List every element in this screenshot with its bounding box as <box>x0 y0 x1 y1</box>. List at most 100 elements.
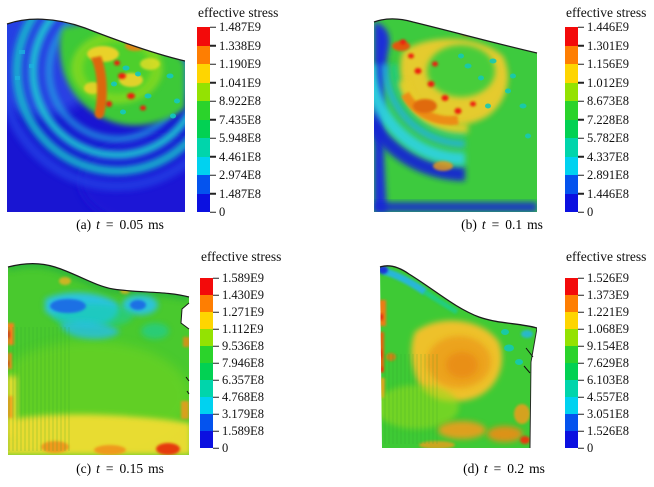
tick-mark <box>578 277 584 279</box>
colorbar-segment <box>565 175 578 194</box>
contour-field-b <box>373 18 538 212</box>
colorbar-tick: 1.526E8 <box>578 425 629 438</box>
caption-value: 0.15 <box>119 461 144 476</box>
colorbar-tick: 1.446E8 <box>578 187 629 200</box>
colorbar-tick-label: 1.271E9 <box>222 304 265 319</box>
tick-mark <box>578 345 584 347</box>
panel-caption-c: (c) t = 0.15 ms <box>40 461 200 477</box>
colorbar-tick: 7.435E8 <box>210 113 261 126</box>
tick-mark <box>213 430 219 432</box>
tick-mark <box>210 63 216 65</box>
workpiece-top-surface-b <box>373 18 538 54</box>
colorbar-tick-label: 4.557E8 <box>587 389 630 404</box>
tick-mark <box>578 81 584 84</box>
colorbar-segment <box>197 64 210 83</box>
caption-value: 0.05 <box>119 217 144 232</box>
colorbar-tick: 2.974E8 <box>210 169 261 182</box>
colorbar-segment <box>565 119 578 138</box>
legend-d: effective stress 1.526E9 1.373E9 1.221E9 1.… <box>564 249 647 454</box>
colorbar-tick: 7.228E8 <box>578 113 629 126</box>
panel-caption-a: (a) t = 0.05 ms <box>40 217 200 233</box>
caption-value: 0.2 <box>507 461 525 476</box>
colorbar-tick-label: 7.629E8 <box>587 355 630 370</box>
colorbar-tick: 1.430E9 <box>213 289 264 302</box>
colorbar-segment <box>200 380 213 397</box>
colorbar-tick: 4.337E8 <box>578 150 629 163</box>
colorbar-segment <box>197 138 210 157</box>
tick-mark <box>578 118 584 121</box>
edge-cracks-c <box>185 376 190 395</box>
colorbar-tick: 8.673E8 <box>578 95 629 108</box>
tick-mark <box>578 63 584 65</box>
colorbar-segment <box>197 119 210 138</box>
tick-mark <box>578 311 584 313</box>
colorbar-tick-label: 1.068E9 <box>587 321 630 336</box>
workpiece-right-edge-d <box>529 327 537 449</box>
colorbar-tick: 1.041E9 <box>210 76 261 89</box>
colorbar-tick: 0 <box>213 442 228 455</box>
colorbar-tick-label: 1.487E9 <box>219 19 262 34</box>
colorbar-tick-label: 1.430E9 <box>222 287 265 302</box>
colorbar-tick: 0 <box>578 442 593 455</box>
tick-mark <box>578 430 584 432</box>
colorbar-tick-label: 1.589E9 <box>222 270 265 285</box>
colorbar-tick-label: 1.526E8 <box>587 423 630 438</box>
caption-unit: ms <box>148 217 164 232</box>
colorbar-segment <box>200 329 213 346</box>
colorbar-segment <box>565 397 578 414</box>
colorbar-tick: 8.922E8 <box>210 95 261 108</box>
tick-mark <box>210 174 216 176</box>
tick-mark <box>213 294 219 296</box>
tick-mark <box>578 447 584 449</box>
colorbar-tick-label: 1.446E8 <box>587 186 630 201</box>
hatch-texture-c <box>8 327 70 451</box>
tick-mark <box>213 277 219 279</box>
colorbar-tick-label: 1.156E9 <box>587 56 630 71</box>
colorbar-tick-label: 2.891E8 <box>587 167 630 182</box>
colorbar-tick: 1.589E9 <box>213 272 264 285</box>
colorbar-tick: 4.557E8 <box>578 391 629 404</box>
tick-mark <box>578 328 584 330</box>
caption-variable: t <box>483 461 488 476</box>
contour-field-a <box>6 18 185 212</box>
caption-label: (a) <box>76 217 92 232</box>
colorbar-tick: 1.373E9 <box>578 289 629 302</box>
tick-mark <box>578 413 584 415</box>
tick-mark <box>578 192 584 195</box>
colorbar-tick: 4.768E8 <box>213 391 264 404</box>
tick-mark <box>213 345 219 347</box>
colorbar-segment <box>200 346 213 363</box>
colorbar-segment <box>197 27 210 46</box>
colorbar-tick-label: 1.301E9 <box>587 38 630 53</box>
caption-unit: ms <box>529 461 545 476</box>
tick-mark <box>578 137 584 139</box>
contour-plot-d <box>377 262 537 450</box>
tick-mark <box>578 100 584 102</box>
tick-mark <box>210 26 216 28</box>
tick-mark <box>210 44 216 47</box>
tick-mark <box>213 362 219 364</box>
colorbar-tick: 4.461E8 <box>210 150 261 163</box>
workpiece-top-surface-d <box>379 265 537 329</box>
colorbar-segment <box>565 295 578 312</box>
stress-field-d <box>380 265 537 449</box>
colorbar-tick-label: 4.768E8 <box>222 389 265 404</box>
colorbar-bar <box>565 278 578 448</box>
legend-title: effective stress <box>566 249 647 264</box>
colorbar-segment <box>565 312 578 329</box>
colorbar-tick: 0 <box>578 206 593 219</box>
caption-variable: t <box>96 217 100 232</box>
colorbar-tick-label: 8.673E8 <box>587 93 630 108</box>
colorbar-tick-label: 0 <box>587 440 594 455</box>
tick-mark <box>210 100 216 102</box>
colorbar-tick-label: 6.103E8 <box>587 372 630 387</box>
colorbar-segment <box>200 295 213 312</box>
caption-equals: = <box>491 217 500 232</box>
tick-mark <box>578 174 584 176</box>
tick-mark <box>213 311 219 313</box>
stress-field-a <box>7 19 185 212</box>
tick-mark <box>578 44 584 47</box>
colorbar-tick-label: 1.526E9 <box>587 270 630 285</box>
tick-mark <box>210 81 216 84</box>
colorbar-segment <box>565 346 578 363</box>
